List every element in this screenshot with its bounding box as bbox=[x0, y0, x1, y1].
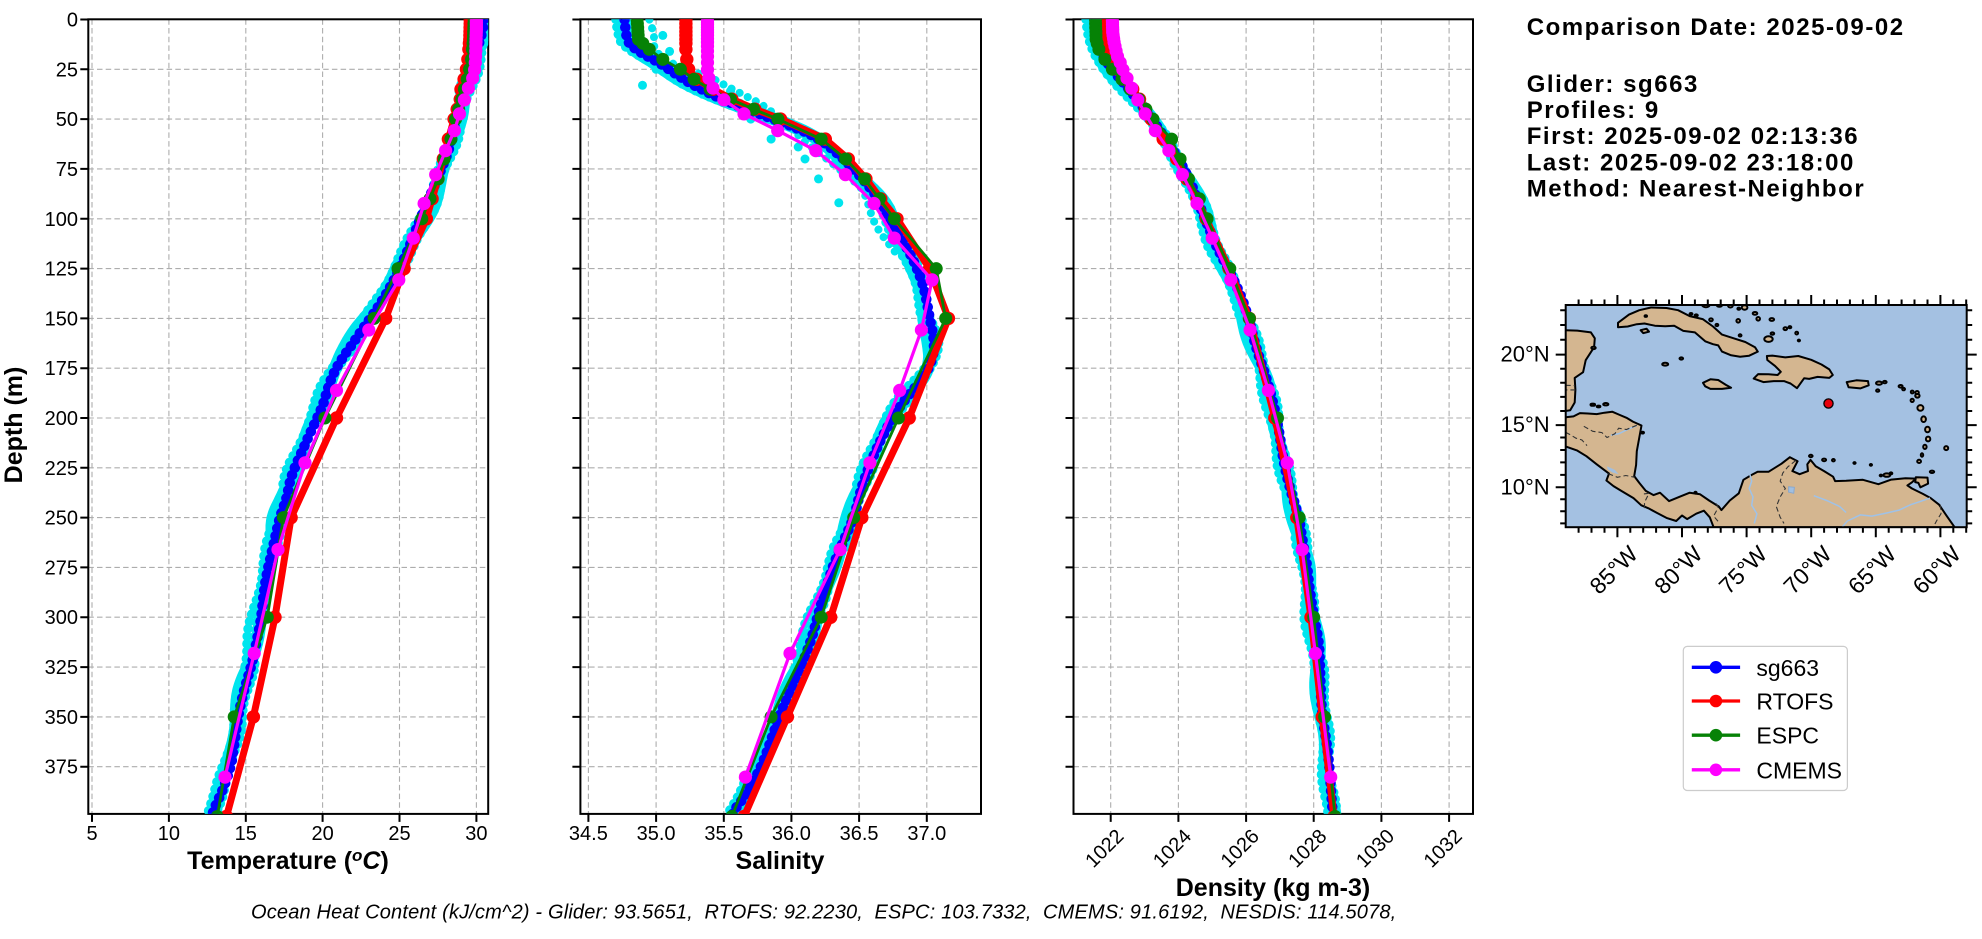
svg-text:Last: 2025-09-02 23:18:00: Last: 2025-09-02 23:18:00 bbox=[1527, 149, 1855, 176]
svg-text:10: 10 bbox=[158, 823, 180, 845]
svg-text:25: 25 bbox=[388, 823, 410, 845]
svg-text:34.5: 34.5 bbox=[569, 823, 608, 845]
svg-text:100: 100 bbox=[45, 209, 78, 231]
svg-text:35.5: 35.5 bbox=[704, 823, 743, 845]
svg-text:Glider: sg663: Glider: sg663 bbox=[1527, 71, 1699, 98]
svg-text:CMEMS: CMEMS bbox=[1756, 757, 1842, 783]
svg-text:200: 200 bbox=[45, 408, 78, 430]
svg-text:5: 5 bbox=[86, 823, 97, 845]
svg-text:175: 175 bbox=[45, 358, 78, 380]
svg-text:Profiles: 9: Profiles: 9 bbox=[1527, 97, 1660, 124]
svg-text:30: 30 bbox=[465, 823, 487, 845]
svg-text:375: 375 bbox=[45, 757, 78, 779]
svg-text:20: 20 bbox=[311, 823, 333, 845]
svg-text:325: 325 bbox=[45, 657, 78, 679]
svg-text:ESPC: ESPC bbox=[1756, 723, 1819, 749]
svg-text:sg663: sg663 bbox=[1756, 655, 1819, 681]
svg-text:50: 50 bbox=[56, 109, 78, 131]
svg-text:300: 300 bbox=[45, 607, 78, 629]
svg-text:Temperature (oC): Temperature (oC) bbox=[187, 846, 389, 875]
svg-text:Method: Nearest-Neighbor: Method: Nearest-Neighbor bbox=[1527, 176, 1866, 203]
svg-text:125: 125 bbox=[45, 259, 78, 281]
svg-text:37.0: 37.0 bbox=[907, 823, 946, 845]
svg-text:36.0: 36.0 bbox=[772, 823, 811, 845]
svg-text:RTOFS: RTOFS bbox=[1756, 689, 1833, 715]
svg-text:Comparison Date: 2025-09-02: Comparison Date: 2025-09-02 bbox=[1527, 14, 1905, 41]
svg-text:Density (kg m-3): Density (kg m-3) bbox=[1176, 874, 1370, 902]
svg-text:First: 2025-09-02 02:13:36: First: 2025-09-02 02:13:36 bbox=[1527, 123, 1859, 150]
svg-text:Ocean Heat Content (kJ/cm^2) -: Ocean Heat Content (kJ/cm^2) - Glider: 9… bbox=[251, 902, 1396, 924]
svg-text:15°N: 15°N bbox=[1501, 412, 1550, 437]
svg-text:20°N: 20°N bbox=[1501, 342, 1550, 367]
svg-text:225: 225 bbox=[45, 458, 78, 480]
svg-text:75: 75 bbox=[56, 159, 78, 181]
svg-text:Salinity: Salinity bbox=[736, 847, 825, 875]
svg-text:35.0: 35.0 bbox=[637, 823, 676, 845]
svg-text:25: 25 bbox=[56, 59, 78, 81]
svg-text:15: 15 bbox=[235, 823, 257, 845]
svg-text:36.5: 36.5 bbox=[840, 823, 879, 845]
svg-text:Depth (m): Depth (m) bbox=[0, 367, 28, 484]
svg-text:150: 150 bbox=[45, 308, 78, 330]
svg-text:275: 275 bbox=[45, 557, 78, 579]
svg-text:10°N: 10°N bbox=[1501, 474, 1550, 499]
svg-text:250: 250 bbox=[45, 508, 78, 530]
svg-text:0: 0 bbox=[67, 10, 78, 32]
svg-text:350: 350 bbox=[45, 707, 78, 729]
